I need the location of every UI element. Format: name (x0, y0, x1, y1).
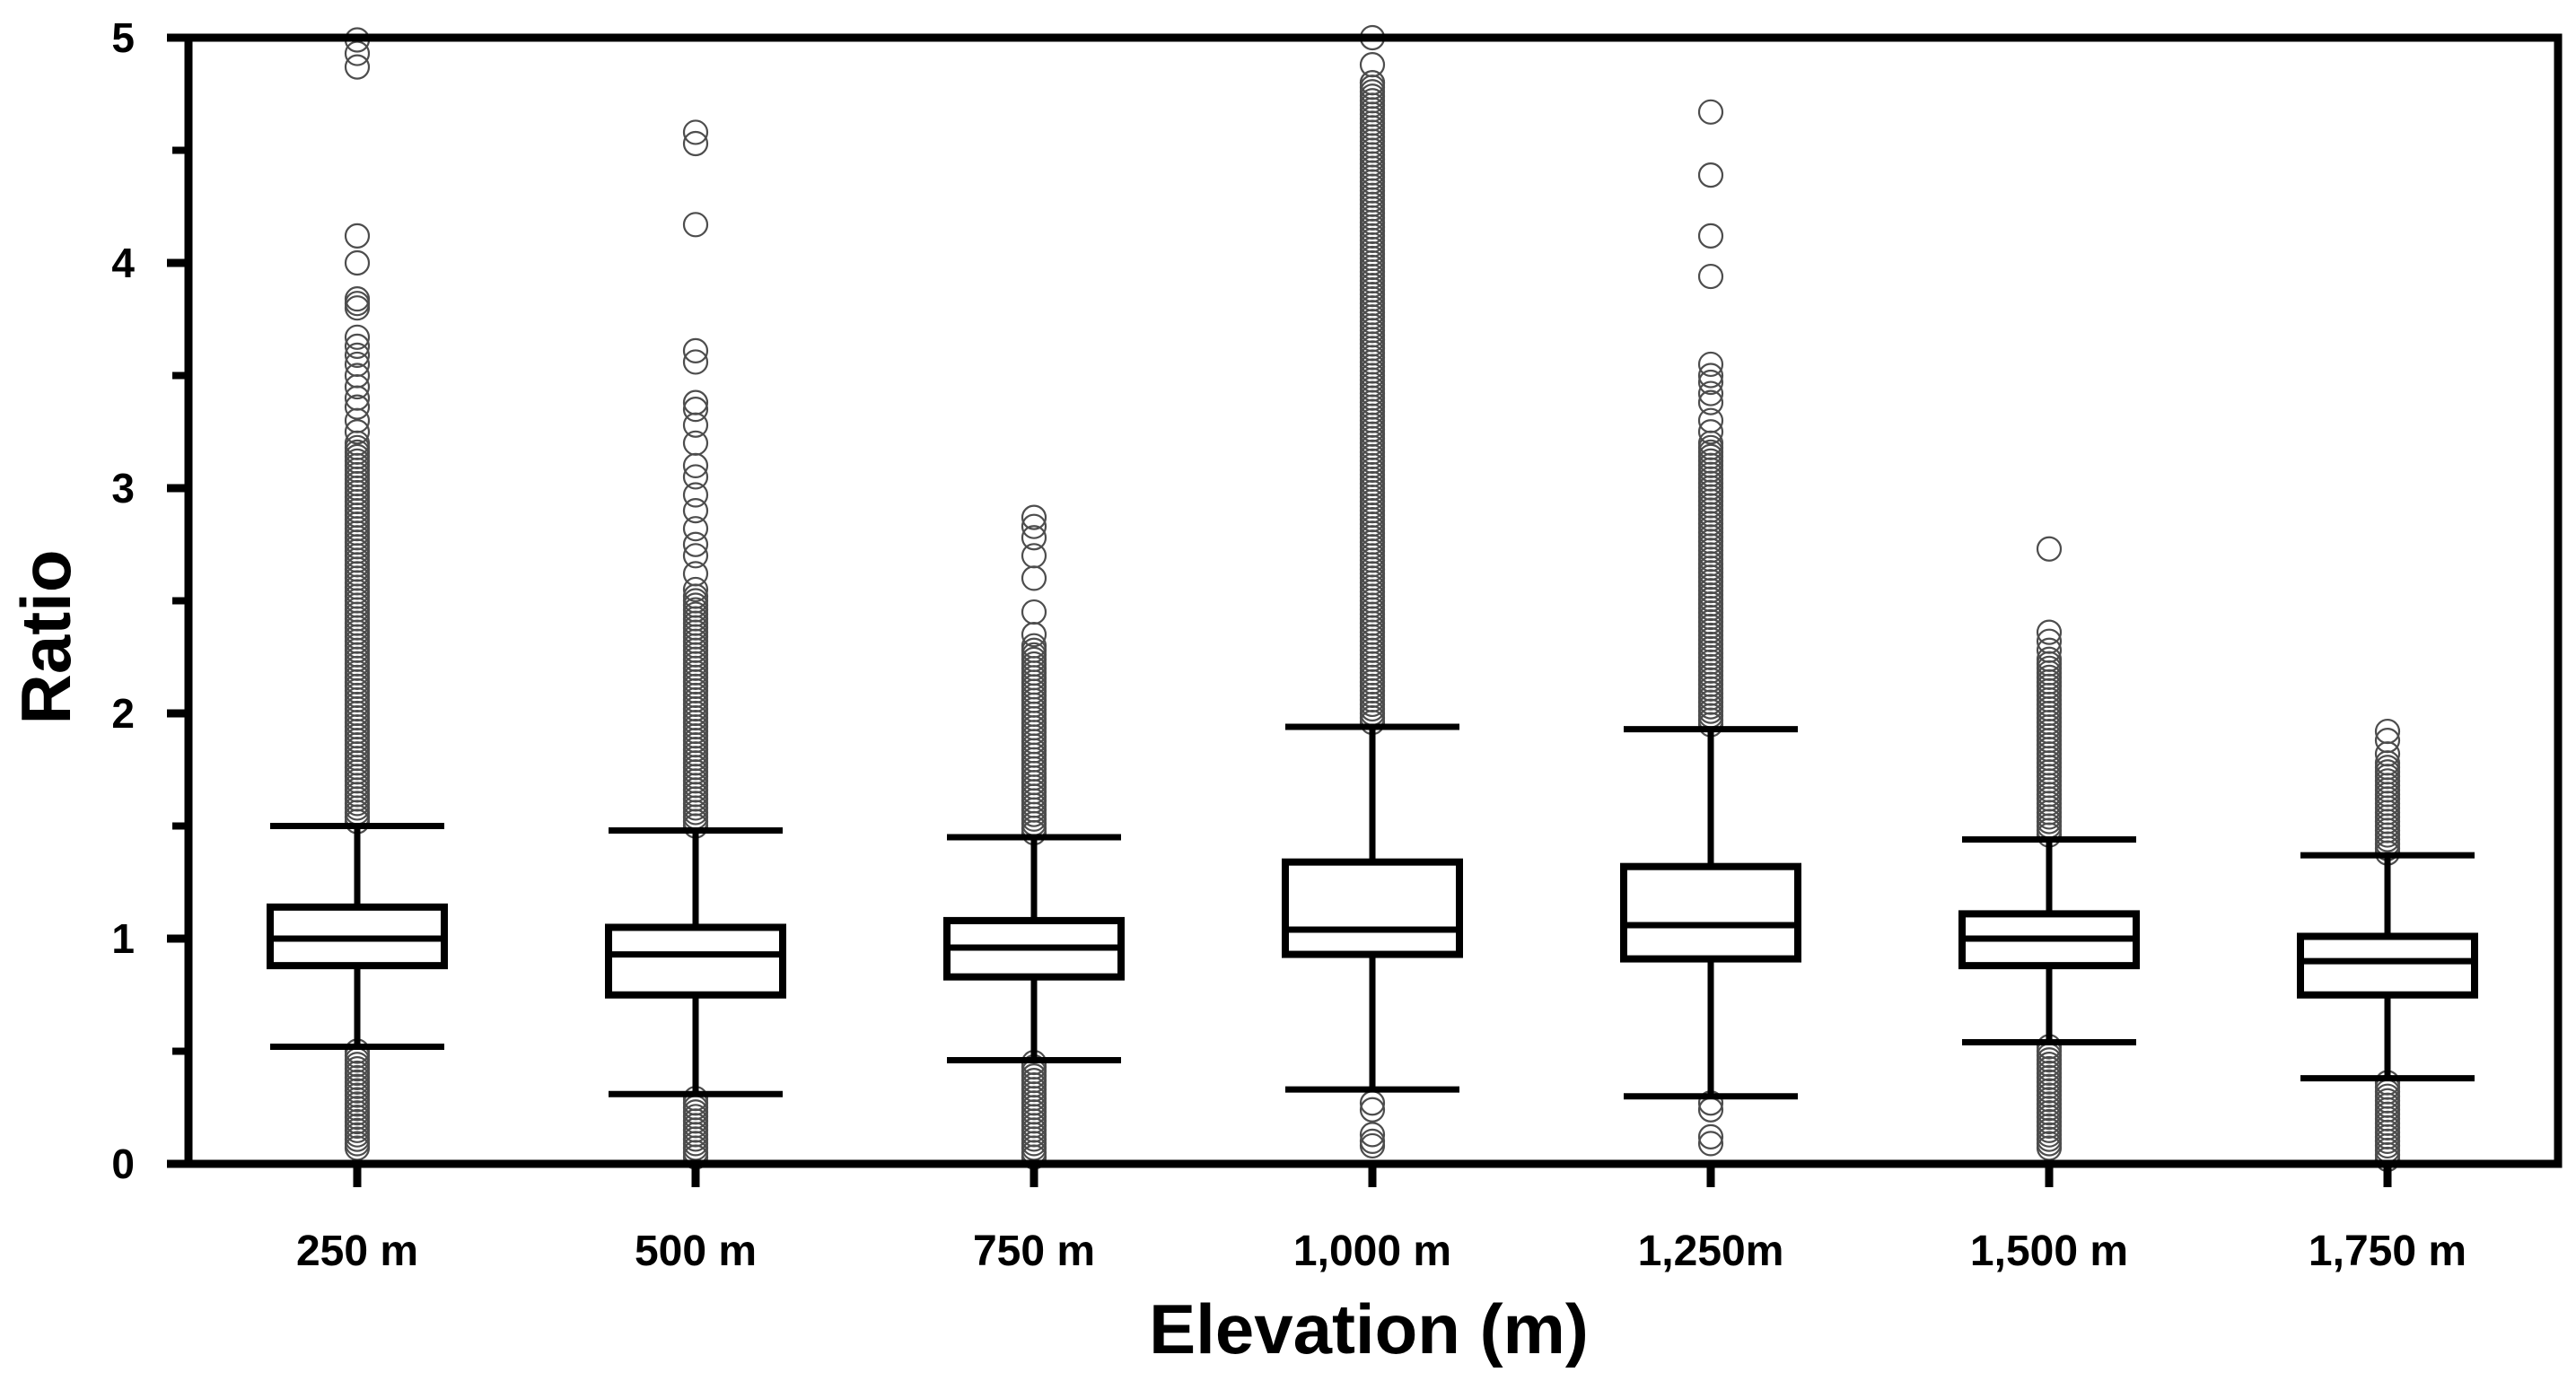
outlier-point (682, 497, 709, 524)
outlier-point (1359, 1097, 1386, 1123)
outlier-point (1697, 223, 1724, 249)
outlier-point (2036, 646, 2063, 672)
outlier-point (344, 430, 371, 456)
y-tick-label-2: 2 (111, 690, 135, 737)
y-tick-label-4: 4 (111, 240, 135, 286)
outlier-point (1021, 543, 1047, 569)
outlier-point (1021, 525, 1047, 551)
outlier-point (1697, 1097, 1724, 1123)
outlier-point (2374, 741, 2401, 767)
outlier-point (682, 452, 709, 479)
outlier-point (344, 342, 371, 369)
outlier-point (682, 397, 709, 423)
outlier-point (682, 516, 709, 542)
outlier-point (344, 394, 371, 420)
outlier-point (682, 576, 709, 603)
outlier-point (682, 212, 709, 238)
outlier-point (344, 324, 371, 350)
outlier-point (682, 337, 709, 363)
iqr-box (1620, 862, 1801, 963)
x-tick-label-5: 1,500 m (1970, 1228, 2128, 1275)
outlier-point (682, 464, 709, 490)
y-tick-label-0: 0 (111, 1141, 135, 1187)
outlier-point (1697, 430, 1724, 456)
outlier-point (344, 373, 371, 400)
outlier-point (1697, 389, 1724, 415)
x-tick-label-1: 500 m (635, 1228, 757, 1275)
y-tick-label-3: 3 (111, 465, 135, 511)
outlier-point (2036, 619, 2063, 645)
axes: 0 1 2 3 4 5 250 m 500 m 750 m 1,000 m 1,250m 1,500 … (111, 14, 2563, 1275)
outlier-point (344, 333, 371, 359)
x-tick-label-6: 1,750 m (2309, 1228, 2466, 1275)
outlier-point (682, 531, 709, 557)
x-tick-label-3: 1,000 m (1293, 1228, 1451, 1275)
outlier-point (344, 40, 371, 66)
outlier-point (1697, 369, 1724, 396)
y-tick-label-1: 1 (111, 915, 135, 962)
outlier-point (1021, 622, 1047, 648)
x-tick-label-0: 250 m (296, 1228, 418, 1275)
x-tick-label-2: 750 m (973, 1228, 1095, 1275)
outlier-point (682, 430, 709, 456)
outlier-point (1359, 1132, 1386, 1159)
outlier-point (344, 223, 371, 249)
box-group-250 m (267, 27, 448, 1161)
outlier-point (1021, 513, 1047, 539)
iqr-box (605, 923, 786, 999)
outlier-point (1021, 565, 1047, 591)
outlier-point (682, 389, 709, 415)
outlier-point (682, 561, 709, 587)
box-group-1,250m (1620, 99, 1801, 1157)
box-group-1,500 m (1958, 536, 2140, 1161)
outlier-point (2036, 536, 2063, 562)
plot-area (267, 24, 2478, 1173)
outlier-point (682, 119, 709, 145)
iqr-box (2297, 932, 2478, 999)
outlier-point (1697, 99, 1724, 125)
outlier-point (1359, 1128, 1386, 1155)
outlier-point (682, 543, 709, 569)
outlier-point (1697, 419, 1724, 445)
outlier-point (1021, 504, 1047, 530)
outlier-point (682, 349, 709, 375)
outlier-point (2036, 628, 2063, 654)
outlier-point (344, 295, 371, 321)
outlier-point (344, 291, 371, 317)
outlier-point (1021, 599, 1047, 625)
outlier-point (1697, 380, 1724, 406)
outlier-point (682, 130, 709, 157)
outlier-point (1697, 162, 1724, 188)
outlier-point (344, 419, 371, 445)
outlier-point (1697, 351, 1724, 378)
outlier-point (1697, 263, 1724, 290)
outlier-point (1697, 1131, 1724, 1157)
outlier-point (2036, 637, 2063, 663)
y-tick-label-5: 5 (111, 14, 135, 61)
box-group-750 m (943, 504, 1125, 1170)
x-axis-title: Elevation (m) (1149, 1289, 1589, 1368)
outlier-point (2374, 750, 2401, 776)
outlier-point (1021, 633, 1047, 659)
outlier-point (682, 412, 709, 438)
outlier-point (1359, 52, 1386, 78)
outlier-point (344, 54, 371, 80)
box-group-1,000 m (1282, 24, 1463, 1159)
outlier-point (1359, 1090, 1386, 1116)
box-group-1,750 m (2297, 718, 2478, 1173)
outlier-point (1697, 363, 1724, 389)
outlier-point (1359, 1122, 1386, 1148)
outlier-point (344, 249, 371, 276)
outlier-point (1697, 1123, 1724, 1149)
y-axis-title: Ratio (6, 550, 85, 725)
outlier-point (1359, 70, 1386, 96)
x-tick-label-4: 1,250m (1638, 1228, 1784, 1275)
iqr-box (1282, 858, 1463, 958)
outlier-point (682, 482, 709, 508)
box-group-500 m (605, 119, 786, 1170)
